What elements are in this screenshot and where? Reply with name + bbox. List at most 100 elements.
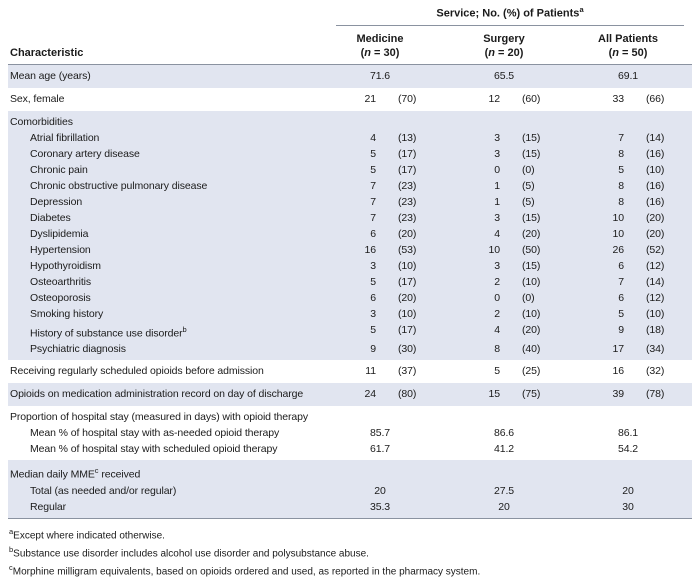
cell-all-patients-n: 7 xyxy=(618,275,624,288)
cell-medicine-n: 4 xyxy=(370,131,376,144)
cell-medicine-n: 7 xyxy=(370,195,376,208)
row-label: Opioids on medication administration rec… xyxy=(10,388,304,401)
table-bottom-rule xyxy=(8,517,692,519)
column-header-surgery: Surgery (n = 20) xyxy=(460,32,548,60)
cell-all-patients-n: 10 xyxy=(612,227,625,240)
footnote-marker: a xyxy=(9,526,14,536)
footnote: cMorphine milligram equivalents, based o… xyxy=(9,563,481,578)
cell-all-patients-pct: (12) xyxy=(646,291,665,304)
column-header-n: (n = 20) xyxy=(484,46,524,59)
cell-medicine-pct: (53) xyxy=(398,243,417,256)
cell-medicine-n: 7 xyxy=(370,211,376,224)
cell-surgery-value: 20 xyxy=(498,500,510,513)
row-label: Sex, female xyxy=(10,92,65,105)
group-header-row: Comorbidities xyxy=(8,114,692,130)
cell-all-patients-n: 17 xyxy=(612,343,625,356)
row-label: Comorbidities xyxy=(10,115,73,128)
cell-all-patients-n: 33 xyxy=(612,92,625,105)
cell-medicine-pct: (70) xyxy=(398,92,417,105)
table-row: Depression 7 (23) 1 (5) 8 (16) xyxy=(8,194,692,210)
cell-surgery-pct: (15) xyxy=(522,211,541,224)
cell-all-patients-pct: (20) xyxy=(646,211,665,224)
cell-surgery-pct: (20) xyxy=(522,227,541,240)
table-row: Smoking history 3 (10) 2 (10) 5 (10) xyxy=(8,306,692,322)
table-row: Regular 35.3 20 30 xyxy=(8,499,692,515)
cell-surgery-n: 8 xyxy=(494,343,500,356)
cell-medicine-pct: (80) xyxy=(398,388,417,401)
table-row: Osteoporosis 6 (20) 0 (0) 6 (12) xyxy=(8,290,692,306)
cell-all-patients-n: 8 xyxy=(618,179,624,192)
group-header-row: Median daily MMEc received xyxy=(8,463,692,483)
table-row: Osteoarthritis 5 (17) 2 (10) 7 (14) xyxy=(8,274,692,290)
cell-surgery-n: 10 xyxy=(488,243,501,256)
row-label: Mean % of hospital stay with scheduled o… xyxy=(30,443,278,456)
cell-surgery-pct: (40) xyxy=(522,343,541,356)
cell-medicine-pct: (17) xyxy=(398,147,417,160)
cell-all-patients-n: 26 xyxy=(612,243,625,256)
cell-surgery-n: 15 xyxy=(488,388,501,401)
row-label: Depression xyxy=(30,195,83,208)
row-label: Osteoarthritis xyxy=(30,275,92,288)
table-row: Chronic obstructive pulmonary disease 7 (2… xyxy=(8,178,692,194)
row-label: Mean age (years) xyxy=(10,69,91,82)
cell-medicine-pct: (23) xyxy=(398,179,417,192)
row-label: Receiving regularly scheduled opioids be… xyxy=(10,365,264,378)
row-label: History of substance use disorderb xyxy=(30,324,187,340)
cell-all-patients-n: 6 xyxy=(618,259,624,272)
cell-surgery-n: 5 xyxy=(494,365,500,378)
cell-surgery-pct: (15) xyxy=(522,147,541,160)
cell-medicine-value: 85.7 xyxy=(369,427,391,440)
spanner-heading: Service; No. (%) of Patientsa xyxy=(336,3,684,26)
cell-medicine-pct: (17) xyxy=(398,323,417,336)
cell-surgery-pct: (20) xyxy=(522,323,541,336)
cell-medicine-n: 7 xyxy=(370,179,376,192)
cell-all-patients-pct: (78) xyxy=(646,388,665,401)
cell-surgery-pct: (5) xyxy=(522,195,535,208)
cell-surgery-value: 41.2 xyxy=(493,443,515,456)
row-label: Dyslipidemia xyxy=(30,227,89,240)
row-label: Hypothyroidism xyxy=(30,259,101,272)
cell-all-patients-pct: (16) xyxy=(646,195,665,208)
cell-surgery-value: 27.5 xyxy=(493,484,515,497)
cell-surgery-value: 65.5 xyxy=(493,69,515,82)
cell-medicine-n: 6 xyxy=(370,227,376,240)
cell-all-patients-value: 69.1 xyxy=(617,69,639,82)
column-header-all-patients: All Patients (n = 50) xyxy=(584,32,672,60)
spanner-text: Service; No. (%) of Patients xyxy=(436,7,580,20)
cell-surgery-n: 1 xyxy=(494,195,500,208)
table-body: Mean age (years) 71.6 65.5 69.1 Sex, female 2… xyxy=(8,64,692,518)
row-block: Sex, female 21 (70) 12 (60) 33 (66) xyxy=(8,88,692,111)
table-row: History of substance use disorderb 5 (17) 4… xyxy=(8,322,692,342)
cell-all-patients-pct: (52) xyxy=(646,243,665,256)
cell-medicine-value: 20 xyxy=(374,484,386,497)
cell-surgery-pct: (5) xyxy=(522,179,535,192)
cell-all-patients-value: 20 xyxy=(622,484,634,497)
cell-medicine-pct: (17) xyxy=(398,163,417,176)
table-row: Psychiatric diagnosis 9 (30) 8 (40) 17 (34) xyxy=(8,341,692,357)
cell-medicine-pct: (20) xyxy=(398,291,417,304)
row-label: Diabetes xyxy=(30,211,71,224)
row-label: Chronic pain xyxy=(30,163,88,176)
table-row: Dyslipidemia 6 (20) 4 (20) 10 (20) xyxy=(8,226,692,242)
cell-medicine-n: 3 xyxy=(370,259,376,272)
cell-surgery-pct: (50) xyxy=(522,243,541,256)
cell-medicine-pct: (23) xyxy=(398,211,417,224)
cell-all-patients-pct: (14) xyxy=(646,275,665,288)
column-header-n: (n = 30) xyxy=(360,46,400,59)
cell-medicine-n: 24 xyxy=(364,388,377,401)
table-row: Chronic pain 5 (17) 0 (0) 5 (10) xyxy=(8,162,692,178)
column-header-row: Characteristic Medicine (n = 30) Surgery (n… xyxy=(8,26,692,65)
cell-surgery-n: 3 xyxy=(494,131,500,144)
table-row: Mean % of hospital stay with as-needed o… xyxy=(8,425,692,441)
row-block: Mean age (years) 71.6 65.5 69.1 xyxy=(8,64,692,88)
n-symbol: n xyxy=(612,46,619,59)
cell-all-patients-n: 10 xyxy=(612,211,625,224)
column-header-n: (n = 50) xyxy=(608,46,648,59)
cell-all-patients-value: 86.1 xyxy=(617,427,639,440)
cell-surgery-pct: (25) xyxy=(522,365,541,378)
cell-medicine-n: 11 xyxy=(365,365,376,378)
cell-medicine-pct: (17) xyxy=(398,275,417,288)
footnote: bSubstance use disorder includes alcohol… xyxy=(9,544,369,560)
row-group-block: Proportion of hospital stay (measured in… xyxy=(8,406,692,460)
